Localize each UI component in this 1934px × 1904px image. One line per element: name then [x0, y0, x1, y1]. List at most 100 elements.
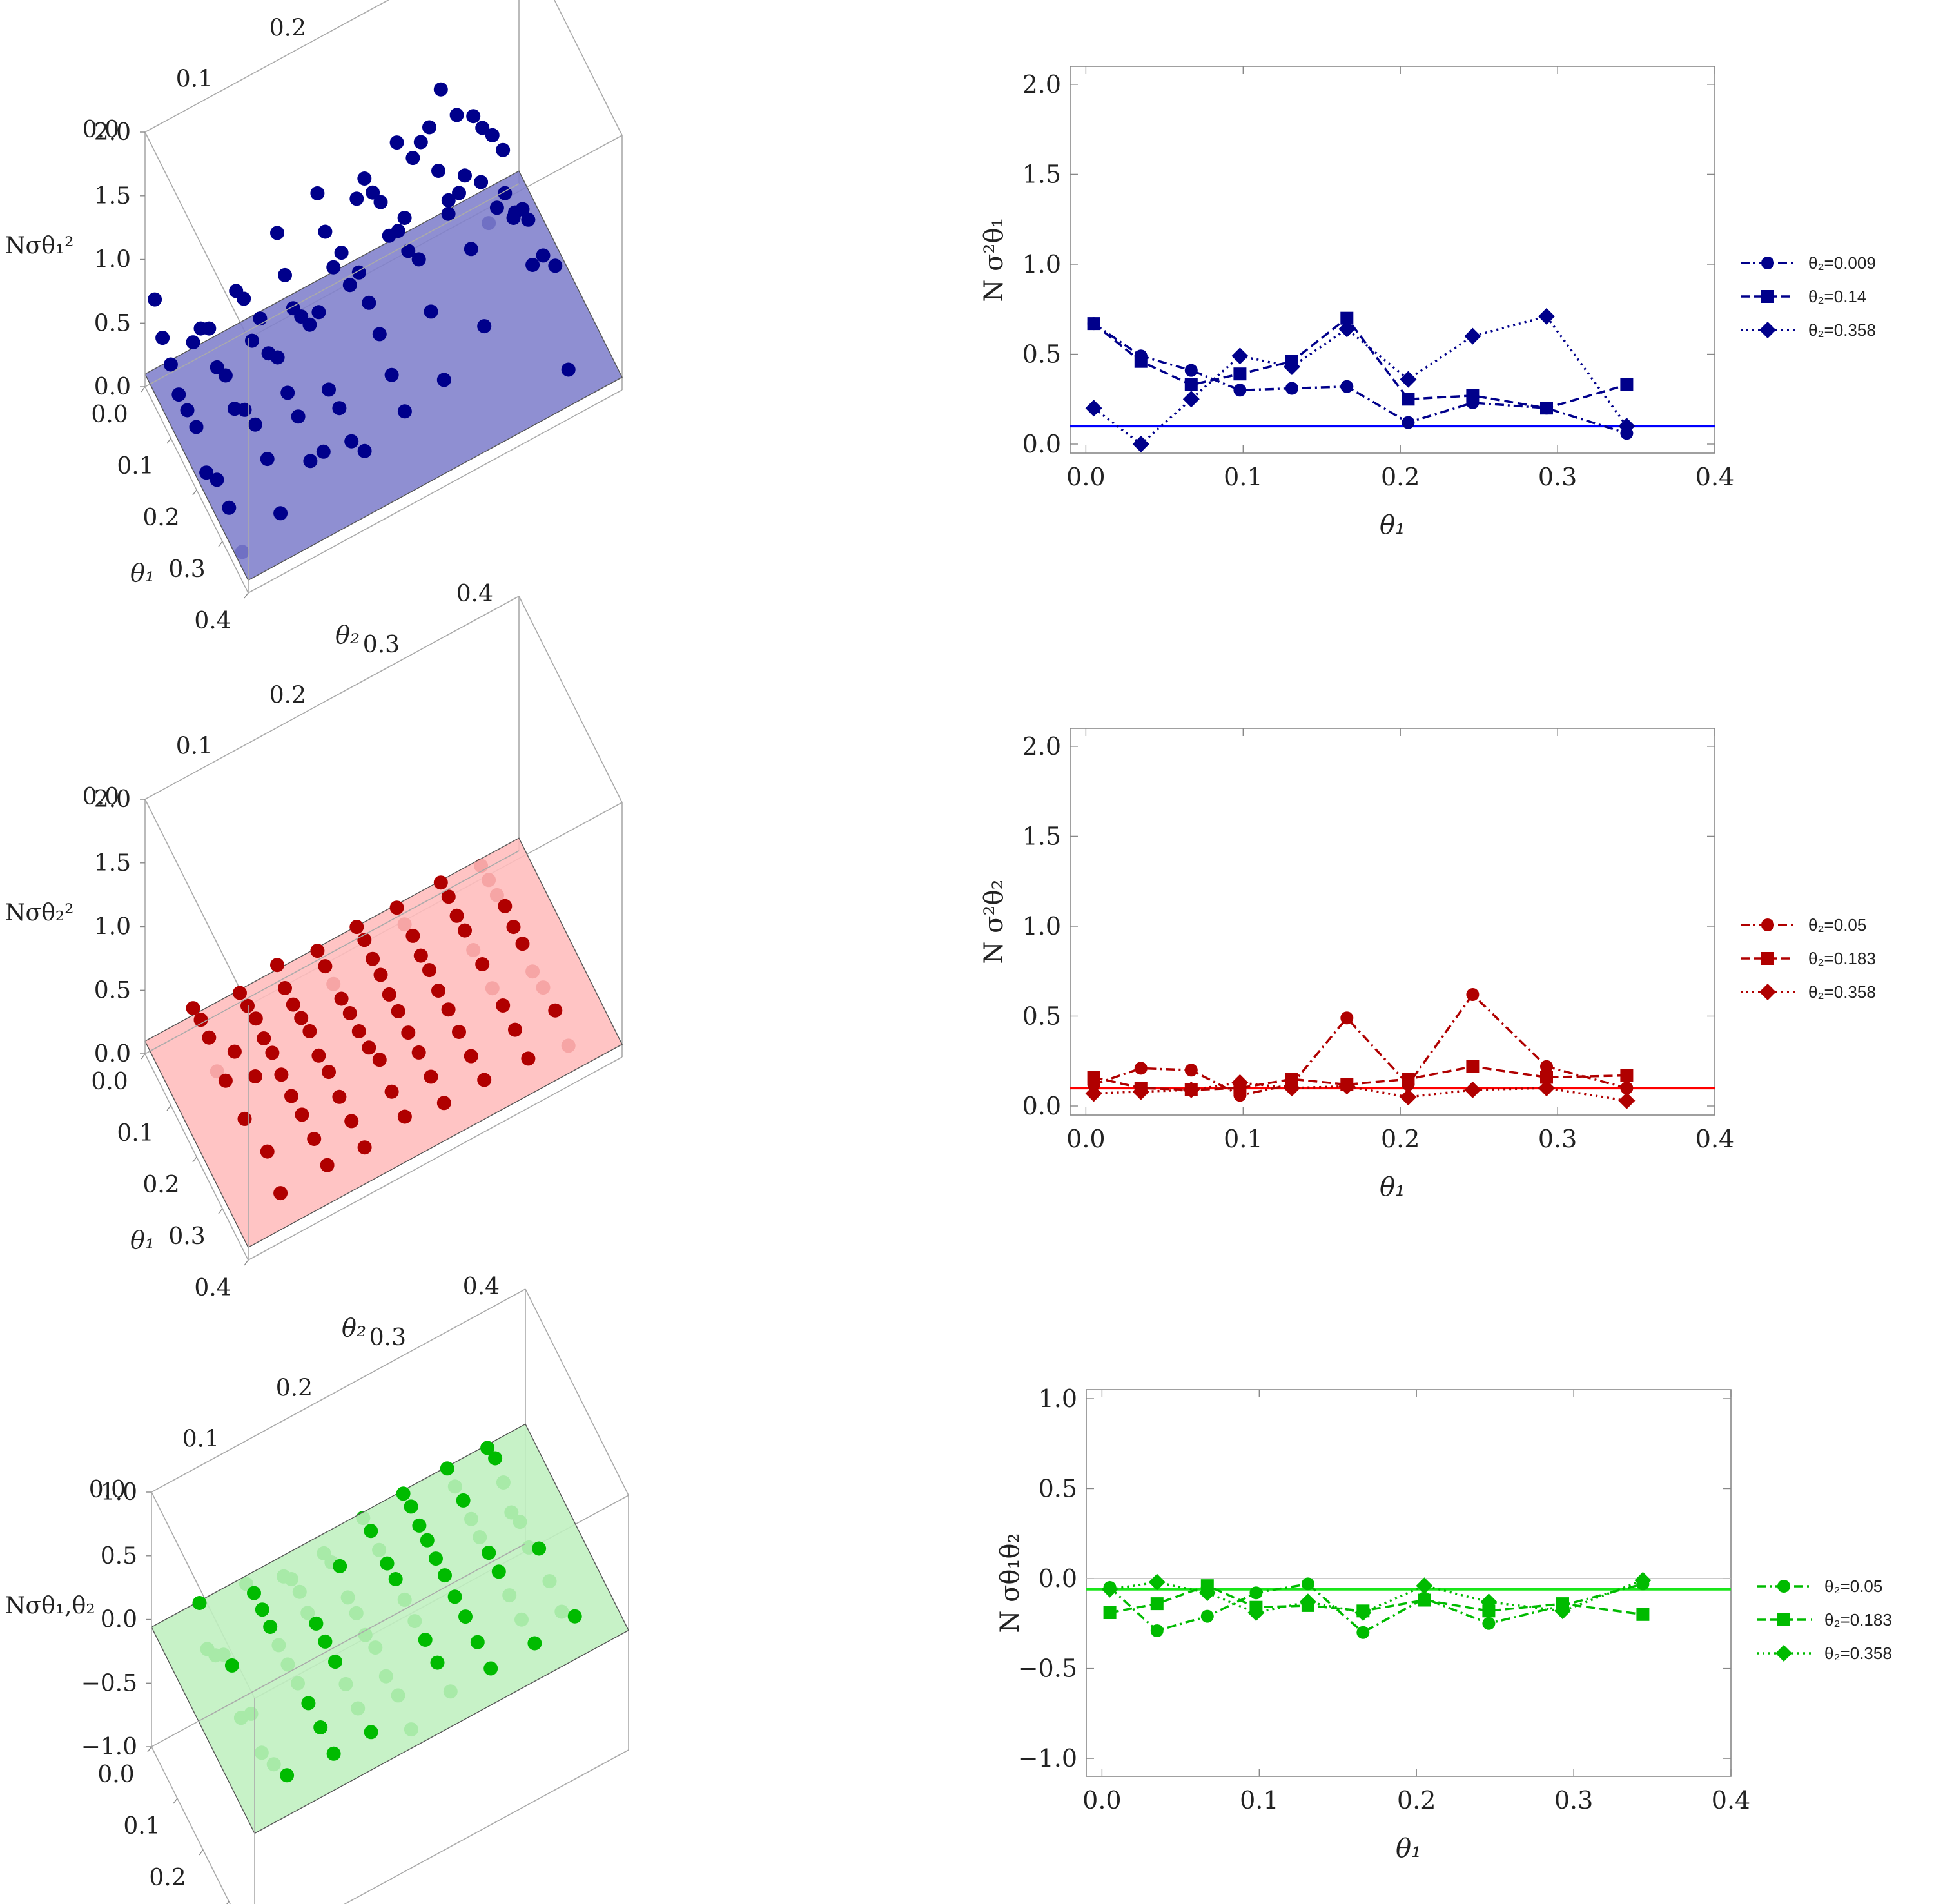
marker-square: [1620, 1069, 1634, 1082]
marker-square: [1636, 1608, 1650, 1621]
y-tick-label: 0.0: [83, 117, 119, 143]
data-point: [418, 1633, 433, 1647]
data-point: [302, 1024, 317, 1038]
data-point: [210, 472, 224, 487]
legend-label: θ₂=0.05: [1824, 1577, 1882, 1596]
data-point: [515, 937, 530, 951]
marker-square: [1103, 1606, 1117, 1619]
plot-frame: [1086, 1389, 1732, 1777]
marker-diamond: [1400, 371, 1417, 388]
data-point: [273, 506, 288, 521]
data-point: [464, 242, 478, 257]
box-edge: [144, 850, 520, 1054]
data-point: [441, 193, 456, 208]
data-point: [411, 252, 426, 267]
data-point: [440, 1461, 454, 1476]
box-edge: [144, 183, 520, 387]
data-point: [521, 212, 536, 227]
y-tick-label: −1.0: [1018, 1744, 1077, 1773]
data-point: [521, 1051, 536, 1066]
data-point: [332, 1089, 347, 1104]
y-tick-label: 0.5: [1039, 1475, 1077, 1503]
data-point: [318, 224, 333, 239]
data-point: [525, 258, 540, 272]
marker-circle: [1134, 1062, 1148, 1075]
y-axis-label: N σ²θ₁: [979, 217, 1009, 302]
x-tick: [192, 489, 197, 496]
marker-square: [1777, 1613, 1790, 1626]
legend-label: θ₂=0.183: [1808, 949, 1876, 968]
data-point: [349, 191, 364, 206]
data-point: [286, 997, 300, 1012]
marker-circle: [1761, 918, 1774, 931]
data-point: [303, 454, 318, 469]
marker-diamond: [1132, 1083, 1149, 1100]
series-line: [1093, 1082, 1627, 1102]
marker-circle: [1340, 380, 1354, 393]
legend-label: θ₂=0.05: [1808, 915, 1866, 935]
data-point: [237, 402, 252, 417]
data-point: [202, 321, 217, 336]
z-tick-label: 0.0: [101, 1607, 137, 1633]
data-point: [389, 900, 404, 915]
data-point: [496, 142, 511, 157]
row-sigma-theta1: 0.00.10.20.30.4θ₁0.00.10.20.30.4θ₂0.00.5…: [5, 0, 1876, 634]
marker-diamond: [1182, 391, 1200, 408]
series-line: [1093, 322, 1627, 434]
x-tick-label: 0.3: [168, 1223, 205, 1250]
x-tick-label: 0.0: [97, 1762, 134, 1788]
data-point: [192, 1596, 207, 1610]
data-point: [464, 1049, 478, 1064]
box-edge: [248, 1056, 623, 1261]
y-tick-label: 0.4: [456, 581, 493, 607]
data-point: [388, 1572, 403, 1586]
data-point: [391, 224, 405, 238]
marker-diamond: [1464, 1081, 1481, 1098]
x-tick-label: 0.0: [1066, 463, 1105, 491]
data-point: [373, 195, 388, 209]
data-point: [491, 1564, 506, 1579]
data-point: [477, 319, 492, 334]
data-point: [458, 1609, 473, 1624]
data-point: [527, 1636, 542, 1651]
box-edge: [518, 596, 623, 803]
y-tick-label: 0.0: [1039, 1564, 1077, 1593]
data-point: [366, 185, 380, 200]
data-point: [273, 1186, 288, 1201]
data-point: [357, 171, 372, 186]
data-point: [291, 409, 306, 424]
data-point: [342, 1006, 357, 1020]
data-point: [307, 1132, 322, 1146]
y-tick-label: 1.0: [1022, 912, 1061, 940]
marker-square: [1620, 378, 1634, 391]
box-edge: [144, 131, 249, 339]
y-tick-label: 1.5: [1022, 822, 1061, 850]
data-point: [222, 500, 237, 515]
data-point: [294, 1011, 309, 1025]
y-axis-label: θ₂: [342, 1314, 366, 1342]
marker-diamond: [1283, 358, 1300, 375]
data-point: [202, 1030, 217, 1045]
marker-circle: [1184, 1064, 1198, 1077]
marker-diamond: [1085, 1085, 1102, 1102]
y-tick-label: 0.2: [269, 683, 306, 709]
z-tick-label: 1.0: [101, 1479, 137, 1506]
data-point: [380, 1556, 395, 1571]
data-point: [484, 1661, 498, 1676]
x-tick: [226, 1901, 230, 1904]
box-edge: [525, 1288, 629, 1496]
box-edge: [144, 799, 249, 1006]
x-tick: [218, 1208, 223, 1214]
data-point: [362, 295, 376, 310]
x-tick-label: 0.3: [1538, 1125, 1577, 1153]
data-point: [373, 967, 388, 982]
data-point: [396, 1486, 411, 1501]
lineplot-sigma-covariance: 0.0 0.1 0.2 0.3 0.4 θ₁ −1.0 −0.5 0.0 0.5 1.0 N σθ₁θ…: [995, 1384, 1892, 1863]
x-tick: [166, 1105, 171, 1111]
data-point: [475, 957, 490, 971]
data-point: [424, 304, 438, 319]
data-point: [401, 1025, 416, 1040]
y-tick-label: 0.0: [1022, 430, 1061, 458]
data-point: [449, 908, 464, 923]
data-point: [260, 1144, 275, 1159]
